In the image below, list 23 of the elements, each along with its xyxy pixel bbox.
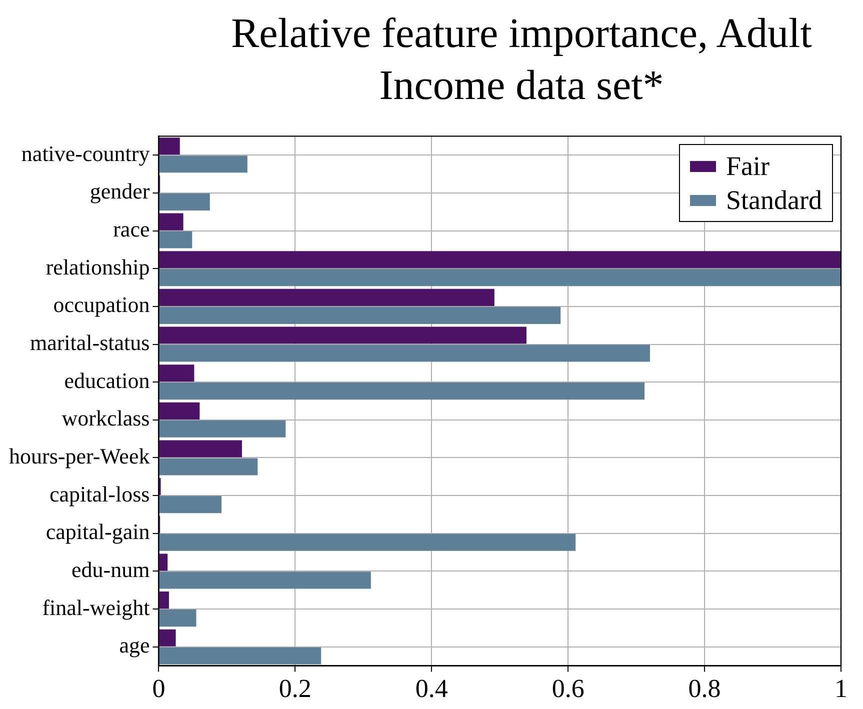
y-tick-label: edu-num xyxy=(72,557,150,582)
y-tick-label: marital-status xyxy=(30,330,150,356)
x-tick-label: 0.6 xyxy=(552,674,584,704)
y-tick-label: race xyxy=(113,216,150,242)
x-tick-label: 0 xyxy=(152,674,166,704)
x-tick-label: 0.8 xyxy=(688,674,721,704)
x-tick-label: 0.2 xyxy=(278,674,312,704)
y-tick-label: relationship xyxy=(46,254,150,280)
legend-label: Standard xyxy=(726,184,822,218)
legend-label: Fair xyxy=(726,150,770,184)
y-tick-label: occupation xyxy=(53,292,150,318)
y-tick-label: hours-per-Week xyxy=(8,444,150,469)
x-tick-label: 1 xyxy=(834,674,848,704)
y-tick-label: age xyxy=(119,632,150,658)
y-tick-label: final-weight xyxy=(42,594,150,620)
x-tick-label: 0.4 xyxy=(415,674,448,704)
y-tick-label: capital-loss xyxy=(50,481,150,506)
y-tick-label: education xyxy=(64,368,150,393)
y-tick-label: workclass xyxy=(62,406,150,431)
chart-title: Relative feature importance, Adult Income data set* xyxy=(230,10,813,111)
y-tick-label: gender xyxy=(90,178,150,204)
y-tick-label: capital-gain xyxy=(46,519,150,544)
y-tick-label: native-country xyxy=(21,140,150,166)
